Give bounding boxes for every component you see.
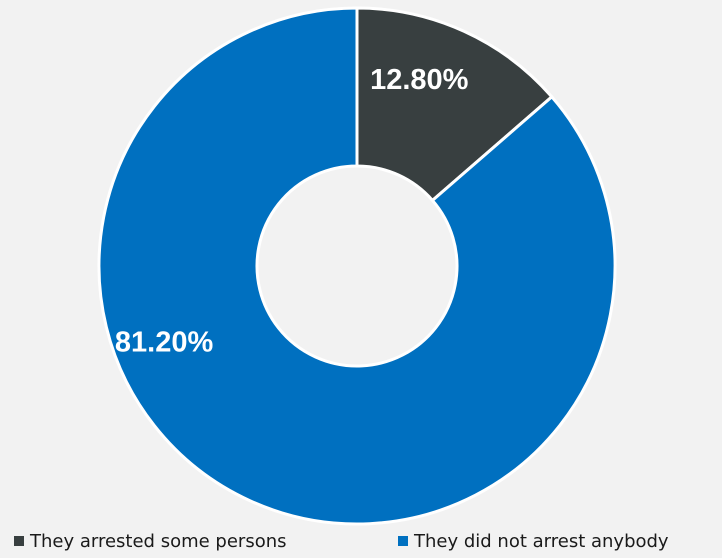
legend-label-arrested: They arrested some persons: [30, 530, 287, 552]
data-label-arrested: 12.80%: [370, 64, 469, 96]
legend-label-not-arrested: They did not arrest anybody: [414, 530, 669, 552]
legend-item-not-arrested: They did not arrest anybody: [398, 527, 669, 555]
donut-slice-arrested: [355, 6, 554, 203]
chart-legend: They arrested some persons They did not …: [0, 527, 722, 555]
legend-swatch-not-arrested: [398, 536, 408, 546]
legend-swatch-arrested: [14, 536, 24, 546]
data-label-not-arrested: 81.20%: [115, 326, 214, 358]
legend-item-arrested: They arrested some persons: [14, 527, 287, 555]
donut-slice-not-arrested: [97, 6, 617, 526]
